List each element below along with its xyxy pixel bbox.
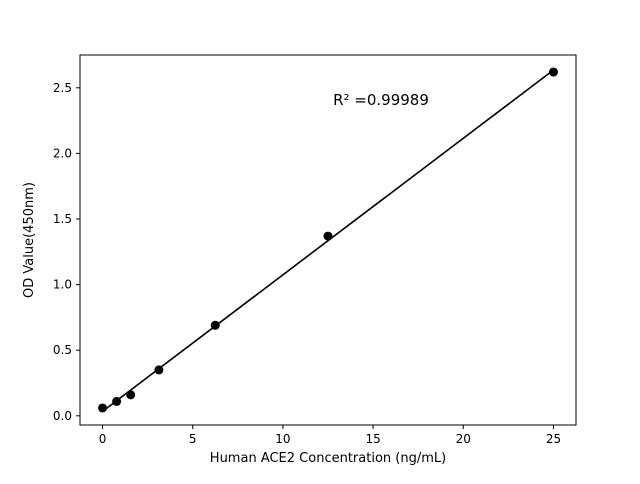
x-tick-label: 15 bbox=[365, 432, 380, 446]
y-axis-label: OD Value(450nm) bbox=[22, 182, 37, 298]
y-tick-label: 0.5 bbox=[53, 343, 72, 357]
data-point bbox=[98, 403, 108, 413]
data-point bbox=[323, 231, 333, 241]
y-tick-label: 2.5 bbox=[53, 81, 72, 95]
r-squared-annotation: R² =0.99989 bbox=[333, 91, 429, 109]
x-tick-label: 25 bbox=[546, 432, 561, 446]
fit-line bbox=[102, 69, 554, 412]
data-point bbox=[548, 67, 558, 77]
x-tick-label: 5 bbox=[189, 432, 197, 446]
y-tick-label: 0.0 bbox=[53, 409, 72, 423]
x-axis-label: Human ACE2 Concentration (ng/mL) bbox=[210, 451, 446, 466]
data-point bbox=[112, 396, 122, 406]
y-axis-ticks: 0.0 0.5 1.0 1.5 2.0 2.5 bbox=[53, 81, 80, 423]
data-point bbox=[126, 390, 136, 400]
data-point bbox=[210, 320, 220, 330]
data-point bbox=[154, 365, 164, 375]
data-series bbox=[98, 67, 558, 413]
y-tick-label: 1.0 bbox=[53, 278, 72, 292]
x-tick-label: 0 bbox=[99, 432, 107, 446]
y-tick-label: 1.5 bbox=[53, 212, 72, 226]
x-axis-ticks: 0 5 10 15 20 25 bbox=[99, 425, 561, 446]
x-tick-label: 20 bbox=[456, 432, 471, 446]
y-tick-label: 2.0 bbox=[53, 146, 72, 160]
x-tick-label: 10 bbox=[275, 432, 290, 446]
